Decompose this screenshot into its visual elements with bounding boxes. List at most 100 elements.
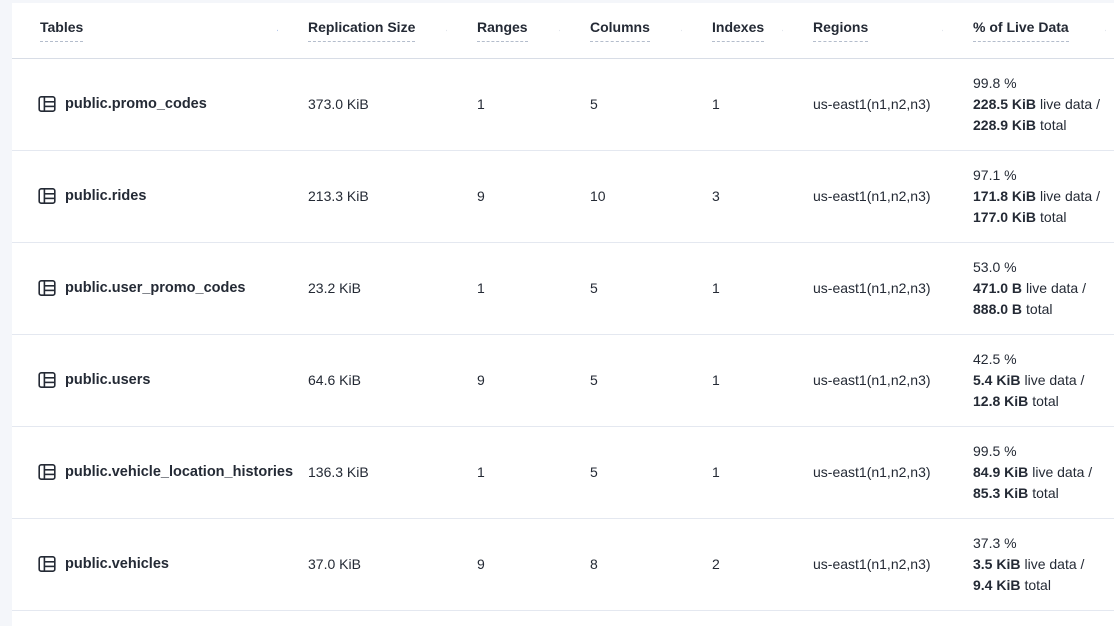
sort-arrows-icon: [1105, 29, 1106, 31]
table-name-cell: public.user_promo_codes: [12, 242, 308, 335]
table-name-link[interactable]: public.vehicle_location_histories: [65, 464, 294, 480]
total-suffix: total: [1026, 300, 1053, 317]
regions-cell: us-east1(n1,n2,n3): [813, 58, 973, 151]
live-size-line: 171.8 KiB live data /: [973, 186, 1108, 207]
regions-cell: us-east1(n1,n2,n3): [813, 150, 973, 243]
table-name-cell: public.rides: [12, 150, 308, 243]
columns-cell: 5: [590, 334, 712, 427]
live-size: 171.8 KiB: [973, 187, 1037, 204]
columns-cell: 5: [590, 426, 712, 519]
regions-cell: us-east1(n1,n2,n3): [813, 334, 973, 427]
replication-size-cell: 213.3 KiB: [308, 150, 477, 243]
indexes-cell: 1: [712, 334, 813, 427]
table-row: public.user_promo_codes 23.2 KiB 1 5 1 u…: [12, 242, 1114, 335]
sort-arrows-icon: [559, 29, 560, 31]
live-size-line: 84.9 KiB live data /: [973, 462, 1108, 483]
page-top-edge: [0, 0, 1114, 3]
table-name-link[interactable]: public.users: [65, 372, 151, 388]
live-size: 471.0 B: [973, 279, 1023, 296]
ranges-cell: 9: [477, 150, 590, 243]
live-percent: 97.1 %: [973, 166, 1017, 183]
column-label: Tables: [40, 19, 84, 42]
regions-cell: us-east1(n1,n2,n3): [813, 242, 973, 335]
ranges-cell: 1: [477, 426, 590, 519]
live-data-cell: 97.1 % 171.8 KiB live data / 177.0 KiB tot…: [973, 150, 1114, 243]
table-row: public.users 64.6 KiB 9 5 1 us-east1(n1,…: [12, 334, 1114, 427]
live-data-cell: 99.5 % 84.9 KiB live data / 85.3 KiB total: [973, 426, 1114, 519]
column-header-regions[interactable]: Regions: [813, 3, 973, 59]
table-name-cell: public.vehicles: [12, 518, 308, 611]
column-label: Regions: [813, 19, 869, 42]
indexes-cell: 1: [712, 426, 813, 519]
live-size: 84.9 KiB: [973, 463, 1029, 480]
total-size-line: 9.4 KiB total: [973, 575, 1108, 596]
table-name-link[interactable]: public.vehicles: [65, 556, 169, 572]
regions-cell: us-east1(n1,n2,n3): [813, 518, 973, 611]
column-header-indexes[interactable]: Indexes: [712, 3, 813, 59]
live-size: 5.4 KiB: [973, 371, 1021, 388]
replication-size-cell: 373.0 KiB: [308, 58, 477, 151]
live-size-line: 5.4 KiB live data /: [973, 370, 1108, 391]
total-suffix: total: [1040, 116, 1067, 133]
live-size: 3.5 KiB: [973, 555, 1021, 572]
sort-arrows-icon: [277, 29, 278, 31]
columns-cell: 5: [590, 58, 712, 151]
column-label: Columns: [590, 19, 650, 42]
column-header-ranges[interactable]: Ranges: [477, 3, 590, 59]
total-suffix: total: [1024, 576, 1051, 593]
live-percent: 99.8 %: [973, 74, 1017, 91]
table-name-link[interactable]: public.rides: [65, 188, 147, 204]
ranges-cell: 1: [477, 58, 590, 151]
total-suffix: total: [1040, 208, 1067, 225]
live-size-line: 3.5 KiB live data /: [973, 554, 1108, 575]
table-row: public.vehicle_location_histories 136.3 …: [12, 426, 1114, 519]
live-suffix: live data /: [1026, 279, 1086, 296]
replication-size-cell: 37.0 KiB: [308, 518, 477, 611]
table-name-cell: public.users: [12, 334, 308, 427]
live-data-cell: 37.3 % 3.5 KiB live data / 9.4 KiB total: [973, 518, 1114, 611]
live-data-cell: 99.8 % 228.5 KiB live data / 228.9 KiB tot…: [973, 58, 1114, 151]
column-label: Ranges: [477, 19, 528, 42]
table-name-cell: public.vehicle_location_histories: [12, 426, 308, 519]
page-left-gutter: [0, 0, 12, 626]
tables-list-table: Tables Replication Size Ranges Columns: [12, 3, 1114, 611]
column-header-replication-size[interactable]: Replication Size: [308, 3, 477, 59]
total-suffix: total: [1032, 484, 1059, 501]
live-suffix: live data /: [1024, 371, 1085, 388]
replication-size-cell: 23.2 KiB: [308, 242, 477, 335]
live-percent: 42.5 %: [973, 350, 1017, 367]
column-label: % of Live Data: [973, 19, 1069, 42]
total-suffix: total: [1032, 392, 1059, 409]
table-name-cell: public.promo_codes: [12, 58, 308, 151]
table-icon: [38, 187, 56, 205]
table-icon: [38, 279, 56, 297]
total-size: 177.0 KiB: [973, 208, 1037, 225]
table-row: public.vehicles 37.0 KiB 9 8 2 us-east1(…: [12, 518, 1114, 611]
indexes-cell: 2: [712, 518, 813, 611]
sort-arrows-icon: [942, 29, 943, 31]
table-name-link[interactable]: public.user_promo_codes: [65, 280, 246, 296]
table-name-link[interactable]: public.promo_codes: [65, 96, 207, 112]
columns-cell: 8: [590, 518, 712, 611]
total-size: 888.0 B: [973, 300, 1023, 317]
total-size: 12.8 KiB: [973, 392, 1029, 409]
live-data-cell: 42.5 % 5.4 KiB live data / 12.8 KiB total: [973, 334, 1114, 427]
total-size-line: 85.3 KiB total: [973, 483, 1108, 504]
column-header-tables[interactable]: Tables: [12, 3, 308, 59]
columns-cell: 10: [590, 150, 712, 243]
table-icon: [38, 95, 56, 113]
table-row: public.rides 213.3 KiB 9 10 3 us-east1(n…: [12, 150, 1114, 243]
live-size: 228.5 KiB: [973, 95, 1037, 112]
sort-arrows-icon: [446, 29, 447, 31]
column-header-columns[interactable]: Columns: [590, 3, 712, 59]
column-header-live-data[interactable]: % of Live Data: [973, 3, 1114, 59]
column-label: Indexes: [712, 19, 765, 42]
live-suffix: live data /: [1040, 95, 1100, 112]
live-percent: 37.3 %: [973, 534, 1017, 551]
table-icon: [38, 463, 56, 481]
live-suffix: live data /: [1024, 555, 1085, 572]
ranges-cell: 1: [477, 242, 590, 335]
total-size: 9.4 KiB: [973, 576, 1021, 593]
